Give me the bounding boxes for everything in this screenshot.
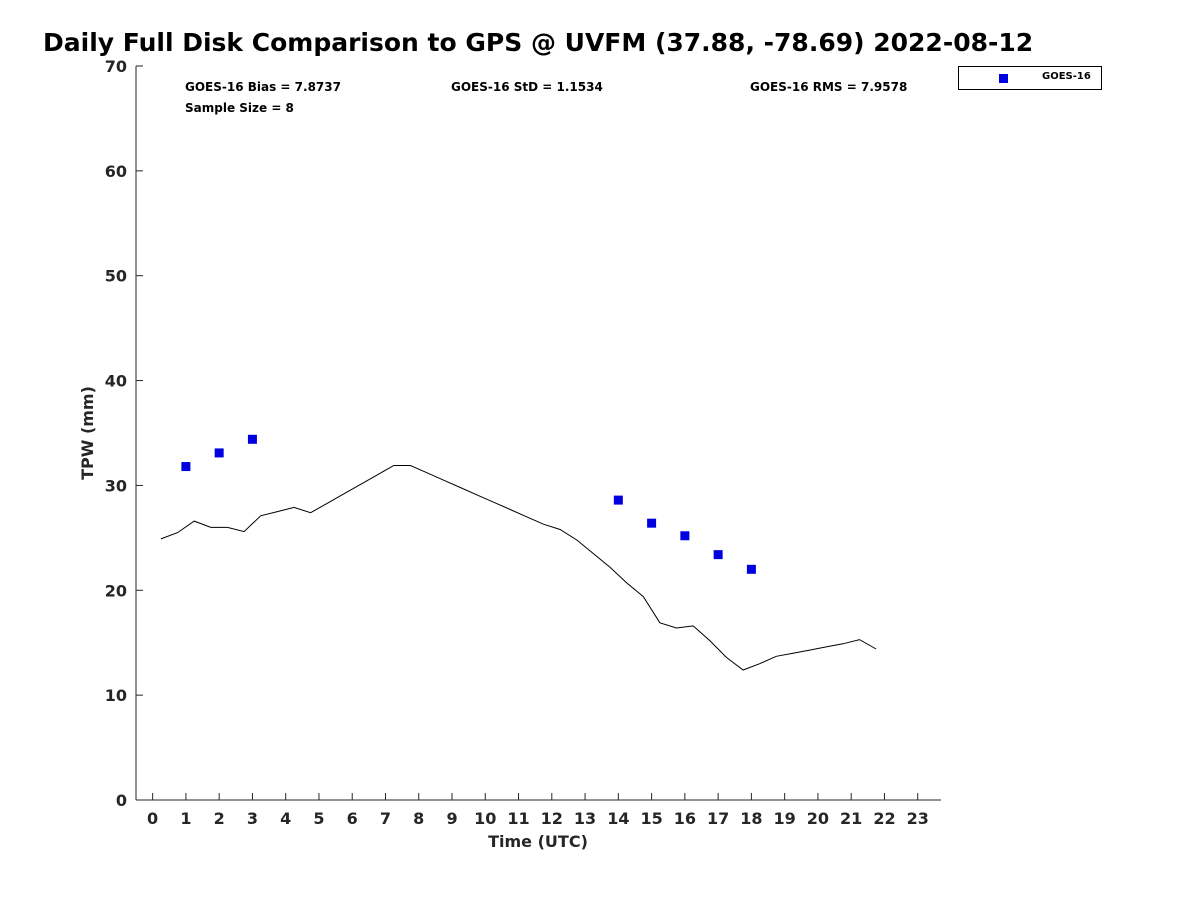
x-tick-label: 2 [214,809,225,828]
x-tick-label: 1 [180,809,191,828]
goes16-point [746,564,756,574]
x-tick-label: 4 [280,809,291,828]
x-tick-label: 9 [446,809,457,828]
x-tick-label: 23 [907,809,929,828]
legend-label-goes16: GOES-16 [1042,71,1091,82]
x-tick-label: 10 [474,809,496,828]
x-tick-label: 5 [313,809,324,828]
bias-stat: GOES-16 Bias = 7.8737 [185,80,341,94]
gps-line-series [160,465,877,671]
std-stat: GOES-16 StD = 1.1534 [451,80,603,94]
y-tick-label: 40 [105,372,127,391]
x-tick-label: 15 [640,809,662,828]
x-tick-label: 22 [873,809,895,828]
x-tick-label: 16 [674,809,696,828]
legend-marker-goes16 [999,74,1008,83]
y-tick-label: 50 [105,267,127,286]
goes16-point [214,448,224,458]
x-tick-label: 18 [740,809,762,828]
y-tick-label: 10 [105,686,127,705]
x-tick-label: 12 [541,809,563,828]
goes16-point [713,550,723,560]
goes16-scatter-series [181,434,756,574]
x-tick-label: 0 [147,809,158,828]
x-tick-label: 14 [607,809,629,828]
goes16-point [181,462,191,472]
goes16-point [247,434,257,444]
chart-title: Daily Full Disk Comparison to GPS @ UVFM… [43,28,1034,57]
y-tick-label: 60 [105,162,127,181]
x-axis-label: Time (UTC) [488,832,588,851]
x-tick-label: 11 [507,809,529,828]
legend: GOES-16 [958,66,1102,90]
x-tick-label: 7 [380,809,391,828]
x-tick-label: 20 [807,809,829,828]
x-tick-label: 8 [413,809,424,828]
y-axis-label: TPW (mm) [78,386,97,480]
y-tick-label: 20 [105,581,127,600]
axis-labels: Time (UTC) TPW (mm) [78,386,588,851]
sample-size-stat: Sample Size = 8 [185,101,294,115]
x-tick-label: 6 [347,809,358,828]
rms-stat: GOES-16 RMS = 7.9578 [750,80,908,94]
x-tick-label: 17 [707,809,729,828]
x-tick-label: 13 [574,809,596,828]
gps-line [160,465,877,671]
x-tick-label: 21 [840,809,862,828]
y-tick-label: 0 [116,791,127,810]
goes16-point [613,495,623,505]
y-tick-label: 70 [105,57,127,76]
goes16-point [680,531,690,541]
goes16-point [647,518,657,528]
x-tick-label: 19 [774,809,796,828]
y-tick-label: 30 [105,476,127,495]
x-tick-label: 3 [247,809,258,828]
